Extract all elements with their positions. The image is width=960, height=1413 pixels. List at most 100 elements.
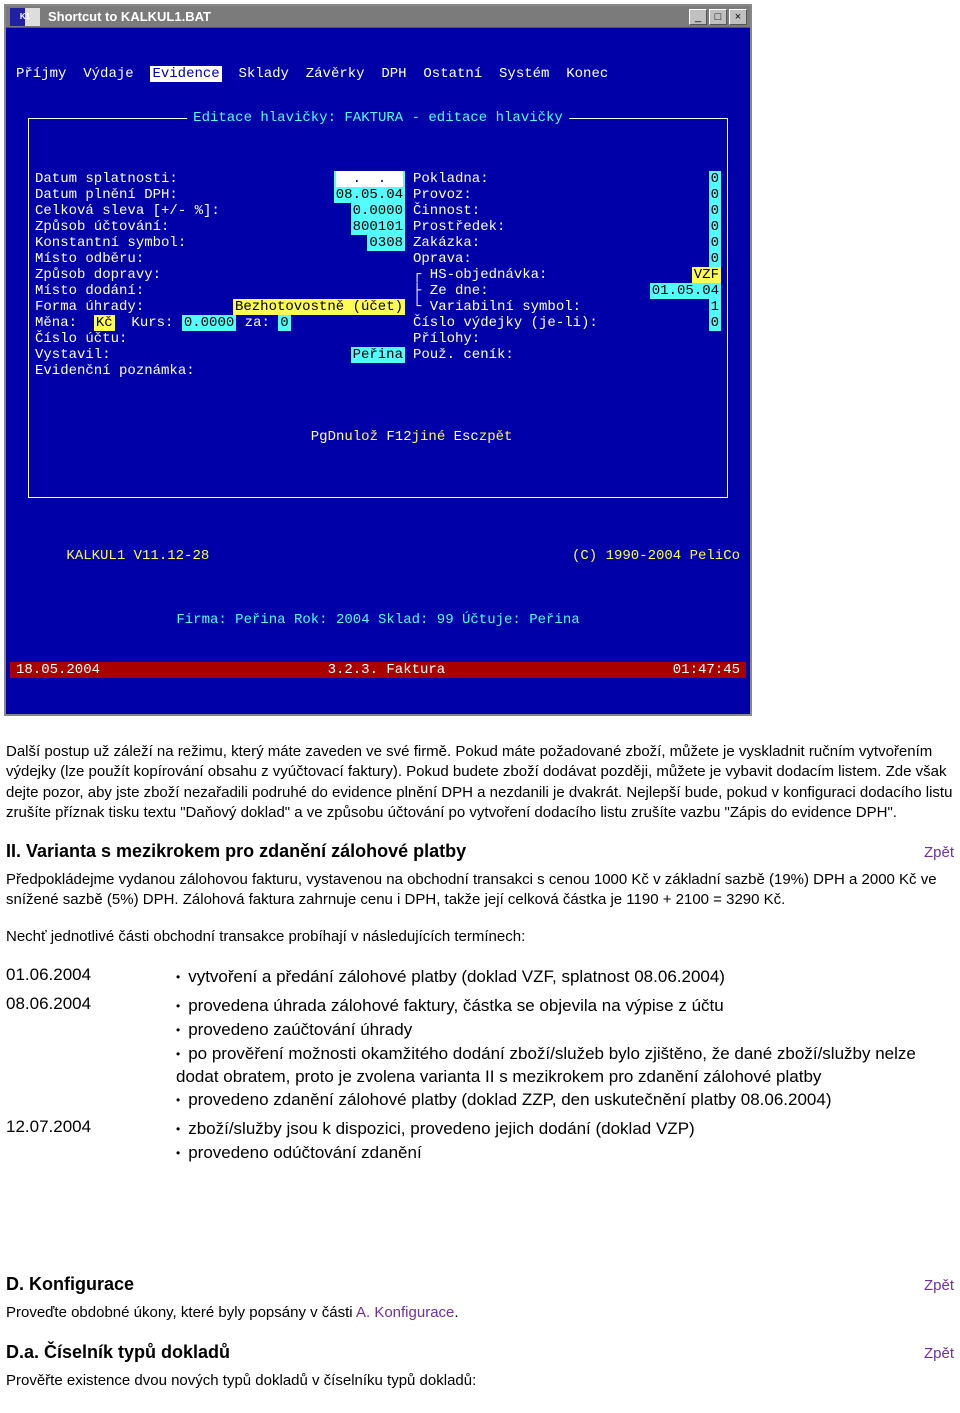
date-cell: 08.06.2004: [6, 992, 176, 1116]
form-field[interactable]: 0: [709, 171, 721, 187]
form-row: Oprava: 0: [413, 251, 721, 267]
dos-screen: Příjmy Výdaje Evidence Sklady Závěrky DP…: [6, 28, 750, 714]
list-item: provedeno zdanění zálohové platby (dokla…: [176, 1089, 948, 1112]
maximize-button[interactable]: □: [709, 9, 727, 25]
paragraph: Prověřte existence dvou nových typů dokl…: [6, 1371, 954, 1391]
paragraph: Předpokládejme vydanou zálohovou fakturu…: [6, 870, 954, 911]
paragraph: Proveďte obdobné úkony, které byly popsá…: [6, 1303, 954, 1323]
list-item: vytvoření a předání zálohové platby (dok…: [176, 966, 948, 989]
list-item: provedeno odúčtování zdanění: [176, 1142, 948, 1165]
menu-item[interactable]: Výdaje: [83, 66, 133, 82]
back-link[interactable]: Zpět: [924, 844, 954, 861]
form-field[interactable]: 800101: [351, 219, 405, 235]
form-row: Konstantní symbol: 0308: [35, 235, 405, 251]
list-item: po prověření možnosti okamžitého dodání …: [176, 1043, 948, 1089]
menu-item[interactable]: Sklady: [239, 66, 289, 82]
items-cell: zboží/služby jsou k dispozici, provedeno…: [176, 1115, 954, 1168]
document-body: Další postup už záleží na režimu, který …: [0, 720, 960, 1413]
menu-item[interactable]: Ostatní: [423, 66, 482, 82]
menu-item[interactable]: Příjmy: [16, 66, 66, 82]
items-cell: provedena úhrada zálohové faktury, částk…: [176, 992, 954, 1116]
form-box: Editace hlavičky: FAKTURA - editace hlav…: [28, 118, 728, 498]
form-field[interactable]: 1: [709, 299, 721, 315]
form-row: Číslo výdejky (je-li): 0: [413, 315, 721, 331]
form-field[interactable]: Peřina: [351, 347, 405, 363]
dos-window: K1 Shortcut to KALKUL1.BAT _ □ × Příjmy …: [4, 4, 752, 716]
form-row: Celková sleva [+/- %]: 0.0000: [35, 203, 405, 219]
status-line-2: Firma: Peřina Rok: 2004 Sklad: 99 Účtuje…: [10, 612, 746, 628]
za-field[interactable]: 0: [278, 315, 290, 331]
form-field[interactable]: . .: [334, 171, 405, 187]
form-field[interactable]: 0: [709, 187, 721, 203]
form-row: Číslo účtu:: [35, 331, 405, 347]
date-display: 18.05.2004: [16, 662, 100, 678]
kurs-field[interactable]: 0.0000: [182, 315, 236, 331]
list-item: provedena úhrada zálohové faktury, částk…: [176, 995, 948, 1018]
form-row: Použ. ceník:: [413, 347, 721, 363]
form-row: Přílohy:: [413, 331, 721, 347]
back-link[interactable]: Zpět: [924, 1277, 954, 1294]
form-row: ├ Ze dne: 01.05.04: [413, 283, 721, 299]
table-row: 08.06.2004provedena úhrada zálohové fakt…: [6, 992, 954, 1116]
window-titlebar: K1 Shortcut to KALKUL1.BAT _ □ ×: [6, 6, 750, 28]
form-field[interactable]: 01.05.04: [650, 283, 721, 299]
status-line-1: KALKUL1 V11.12-28(C) 1990-2004 PeliCo: [10, 532, 746, 580]
form-field[interactable]: 0: [709, 219, 721, 235]
currency-field[interactable]: Kč: [94, 315, 115, 331]
form-row: Činnost: 0: [413, 203, 721, 219]
heading-variant-ii: II. Varianta s mezikrokem pro zdanění zá…: [6, 841, 924, 862]
menu-item[interactable]: Konec: [566, 66, 608, 82]
window-title: Shortcut to KALKUL1.BAT: [44, 9, 689, 24]
table-row: 01.06.2004vytvoření a předání zálohové p…: [6, 963, 954, 992]
timeline-table: 01.06.2004vytvoření a předání zálohové p…: [6, 963, 954, 1169]
form-field[interactable]: 0308: [367, 235, 405, 251]
dos-menubar[interactable]: Příjmy Výdaje Evidence Sklady Závěrky DP…: [10, 64, 746, 84]
form-field[interactable]: 08.05.04: [334, 187, 405, 203]
form-title: Editace hlavičky: FAKTURA - editace hlav…: [187, 110, 569, 126]
table-row: 12.07.2004zboží/služby jsou k dispozici,…: [6, 1115, 954, 1168]
menu-item-selected[interactable]: Evidence: [150, 66, 221, 82]
minimize-button[interactable]: _: [689, 9, 707, 25]
form-field[interactable]: 0: [709, 235, 721, 251]
form-row: Prostředek: 0: [413, 219, 721, 235]
paragraph: Nechť jednotlivé části obchodní transakc…: [6, 927, 954, 947]
form-row: Forma úhrady: Bezhotovostně (účet): [35, 299, 405, 315]
form-row: Místo dodání:: [35, 283, 405, 299]
form-field[interactable]: Bezhotovostně (účet): [233, 299, 405, 315]
form-row: Způsob dopravy:: [35, 267, 405, 283]
close-button[interactable]: ×: [729, 9, 747, 25]
form-row: Měna: Kč Kurs: 0.0000 za: 0: [35, 315, 405, 331]
form-field[interactable]: VZF: [692, 267, 721, 283]
form-row: Provoz: 0: [413, 187, 721, 203]
form-right-column: Pokladna: 0Provoz: 0Činnost: 0Prostředek…: [413, 171, 721, 379]
form-row: Datum plnění DPH: 08.05.04: [35, 187, 405, 203]
date-cell: 12.07.2004: [6, 1115, 176, 1168]
form-row: └ Variabilní symbol: 1: [413, 299, 721, 315]
menu-item[interactable]: Systém: [499, 66, 549, 82]
menu-item[interactable]: DPH: [381, 66, 406, 82]
paragraph: Další postup už záleží na režimu, který …: [6, 742, 954, 823]
form-field[interactable]: 0: [709, 315, 721, 331]
time-display: 01:47:45: [673, 662, 740, 678]
heading-ciselnik: D.a. Číselník typů dokladů: [6, 1342, 924, 1363]
form-row: Datum splatnosti: . .: [35, 171, 405, 187]
form-field[interactable]: 0: [709, 203, 721, 219]
heading-konfigurace: D. Konfigurace: [6, 1274, 924, 1295]
list-item: zboží/služby jsou k dispozici, provedeno…: [176, 1118, 948, 1141]
items-cell: vytvoření a předání zálohové platby (dok…: [176, 963, 954, 992]
form-field[interactable]: 0.0000: [351, 203, 405, 219]
konfigurace-link[interactable]: A. Konfigurace: [356, 1304, 454, 1321]
help-bar: PgDnulož F12jiné Esczpět: [35, 411, 721, 461]
form-row: Pokladna: 0: [413, 171, 721, 187]
form-field[interactable]: 0: [709, 251, 721, 267]
bottom-bar: 18.05.2004 3.2.3. Faktura 01:47:45: [10, 662, 746, 678]
form-row: Zakázka: 0: [413, 235, 721, 251]
date-cell: 01.06.2004: [6, 963, 176, 992]
app-icon: K1: [10, 8, 40, 26]
form-row: ┌ HS-objednávka: VZF: [413, 267, 721, 283]
back-link[interactable]: Zpět: [924, 1345, 954, 1362]
form-row: Evidenční poznámka:: [35, 363, 405, 379]
form-row: Místo odběru:: [35, 251, 405, 267]
form-left-column: Datum splatnosti: . . Datum plnění DPH: …: [35, 171, 405, 379]
menu-item[interactable]: Závěrky: [306, 66, 365, 82]
